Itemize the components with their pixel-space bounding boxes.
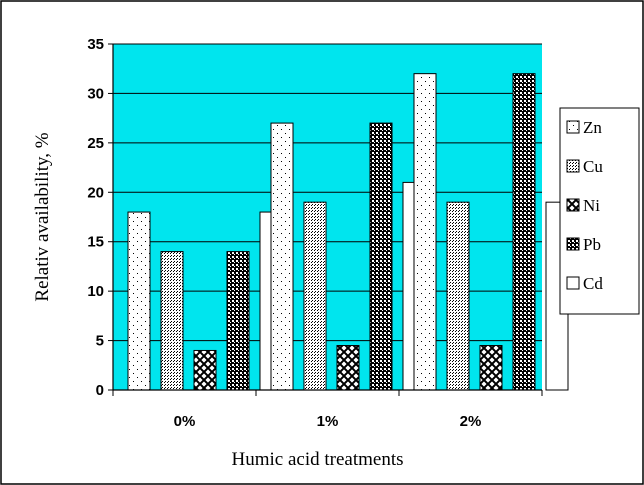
gridlines [113, 43, 542, 342]
legend-swatch-cd [566, 276, 580, 290]
y-tick-label: 5 [96, 333, 104, 350]
y-tick-label: 15 [87, 234, 104, 251]
legend-swatch-pb [566, 237, 580, 251]
legend-swatch-cu [566, 159, 580, 173]
y-tick-label: 20 [87, 184, 104, 201]
legend-label-pb: Pb [583, 235, 601, 254]
bar-series [127, 73, 569, 391]
axes [108, 43, 543, 396]
y-tick-label: 10 [87, 283, 104, 300]
x-tick-label: 0% [174, 413, 196, 430]
bar-cu-0 [160, 251, 184, 391]
bar-ni-1 [336, 345, 360, 391]
legend-label-zn: Zn [583, 118, 602, 137]
plot-area [113, 44, 542, 390]
x-tick-label: 1% [317, 413, 339, 430]
bar-cu-1 [303, 201, 327, 391]
bar-pb-1 [369, 122, 393, 391]
y-axis-title: Relativ availability, % [32, 132, 53, 301]
bar-cu-2 [446, 201, 470, 391]
legend-label-cd: Cd [583, 274, 603, 293]
bar-pb-0 [226, 251, 250, 391]
y-tick-labels: 0 5 10 15 20 25 30 35 [87, 36, 104, 399]
x-tick-label: 2% [460, 413, 482, 430]
bar-zn-2 [413, 73, 437, 391]
bar-ni-0 [193, 349, 217, 391]
y-tick-label: 30 [87, 85, 104, 102]
bar-pb-2 [512, 73, 536, 391]
bar-ni-2 [479, 345, 503, 391]
legend-swatch-ni [566, 198, 580, 212]
legend-label-cu: Cu [583, 157, 603, 176]
legend: Zn Cu Ni Pb Cd [559, 107, 640, 315]
legend-swatch-zn [566, 120, 580, 134]
y-tick-label: 35 [87, 36, 104, 53]
bar-zn-0 [127, 211, 151, 391]
x-tick-labels: 0% 1% 2% [174, 413, 482, 430]
bar-zn-1 [270, 122, 294, 391]
y-tick-label: 25 [87, 135, 104, 152]
x-axis-title: Humic acid treatments [232, 449, 404, 470]
y-tick-label: 0 [96, 382, 104, 399]
legend-label-ni: Ni [583, 196, 600, 215]
